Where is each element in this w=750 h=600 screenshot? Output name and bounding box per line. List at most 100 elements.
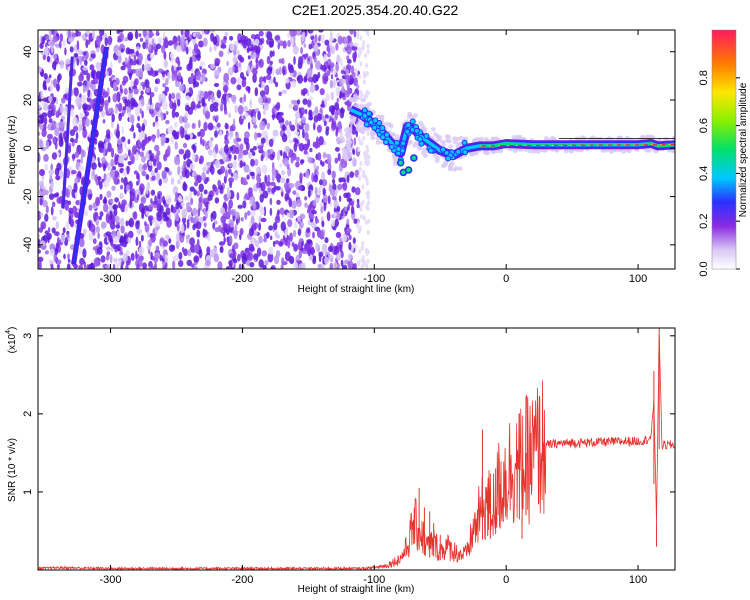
noise-speck: [304, 131, 309, 141]
noise-speck: [356, 203, 361, 209]
noise-speck: [220, 215, 227, 224]
noise-speck: [113, 207, 118, 217]
noise-speck: [39, 240, 46, 247]
noise-speck: [100, 110, 106, 118]
noise-speck: [315, 60, 321, 70]
noise-speck: [248, 220, 252, 230]
noise-speck: [86, 79, 91, 89]
noise-speck: [96, 246, 103, 255]
noise-speck: [232, 65, 235, 73]
noise-speck: [99, 147, 104, 154]
ridge-halo: [370, 135, 376, 141]
ridge-halo: [440, 142, 446, 147]
noise-speck: [285, 78, 290, 84]
noise-speck: [302, 31, 306, 37]
noise-speck: [313, 122, 316, 131]
ridge-halo: [515, 134, 521, 140]
noise-speck: [344, 206, 348, 212]
noise-speck: [133, 132, 136, 139]
noise-speck: [274, 240, 280, 245]
noise-speck: [203, 222, 207, 228]
noise-speck: [311, 210, 317, 215]
noise-speck: [198, 94, 202, 100]
ridge-halo: [412, 143, 418, 148]
noise-speck: [337, 153, 341, 162]
noise-speck: [146, 102, 150, 112]
noise-speck: [107, 108, 112, 114]
noise-speck: [280, 221, 286, 232]
noise-speck: [224, 31, 229, 37]
noise-speck: [242, 200, 247, 209]
noise-speck: [120, 184, 123, 190]
noise-speck: [156, 128, 160, 139]
ridge-halo: [354, 103, 360, 108]
noise-speck: [264, 85, 269, 94]
noise-speck: [321, 220, 325, 228]
noise-speck: [281, 57, 285, 65]
streak-secondary: [61, 56, 74, 209]
top-y-axis-label: Frequency (Hz): [7, 116, 18, 185]
noise-speck: [287, 239, 291, 249]
noise-speck: [180, 223, 185, 234]
noise-speck: [106, 190, 112, 198]
noise-speck: [118, 154, 124, 164]
noise-speck: [150, 233, 156, 243]
noise-speck: [321, 100, 325, 108]
noise-speck: [122, 169, 128, 177]
ridge-halo: [491, 137, 496, 142]
noise-speck: [329, 201, 333, 207]
noise-speck: [97, 232, 100, 239]
noise-speck: [366, 43, 370, 49]
ridge-halo: [511, 134, 517, 140]
noise-speck: [59, 104, 64, 114]
noise-speck: [119, 192, 124, 200]
noise-speck: [129, 197, 132, 208]
noise-speck: [136, 228, 143, 235]
noise-speck: [305, 53, 309, 58]
noise-speck: [208, 140, 213, 148]
noise-speck: [104, 142, 108, 150]
ridge-halo: [527, 149, 533, 154]
noise-speck: [193, 81, 200, 88]
noise-speck: [254, 131, 258, 141]
noise-speck: [210, 63, 216, 70]
noise-speck: [148, 266, 152, 269]
noise-speck: [202, 228, 206, 239]
noise-speck: [53, 78, 58, 88]
noise-speck: [88, 204, 93, 211]
noise-speck: [290, 36, 294, 46]
noise-speck: [40, 212, 43, 218]
noise-speck: [334, 147, 340, 152]
noise-speck: [249, 200, 253, 206]
noise-speck: [229, 35, 234, 41]
noise-speck: [77, 119, 83, 126]
noise-speck: [129, 189, 133, 196]
noise-speck: [211, 210, 217, 220]
noise-speck: [158, 93, 162, 104]
noise-speck: [68, 37, 73, 43]
noise-speck: [341, 233, 348, 243]
noise-speck: [189, 189, 193, 200]
noise-speck: [201, 97, 206, 106]
noise-speck: [179, 175, 183, 180]
ridge-blob: [379, 134, 386, 141]
noise-speck: [190, 101, 196, 110]
noise-speck: [48, 193, 55, 201]
noise-speck: [292, 229, 297, 238]
noise-speck: [105, 264, 112, 269]
noise-speck: [301, 116, 306, 124]
noise-speck: [260, 137, 266, 144]
noise-speck: [324, 114, 329, 119]
noise-speck: [121, 199, 127, 206]
noise-speck: [114, 197, 119, 203]
noise-speck: [322, 194, 328, 204]
noise-speck: [227, 168, 232, 175]
noise-speck: [290, 72, 294, 77]
noise-speck: [298, 56, 304, 66]
noise-speck: [154, 70, 159, 76]
noise-speck: [254, 158, 259, 167]
noise-speck: [135, 220, 140, 230]
noise-speck: [212, 36, 218, 45]
noise-speck: [53, 104, 56, 115]
noise-speck: [59, 209, 63, 216]
